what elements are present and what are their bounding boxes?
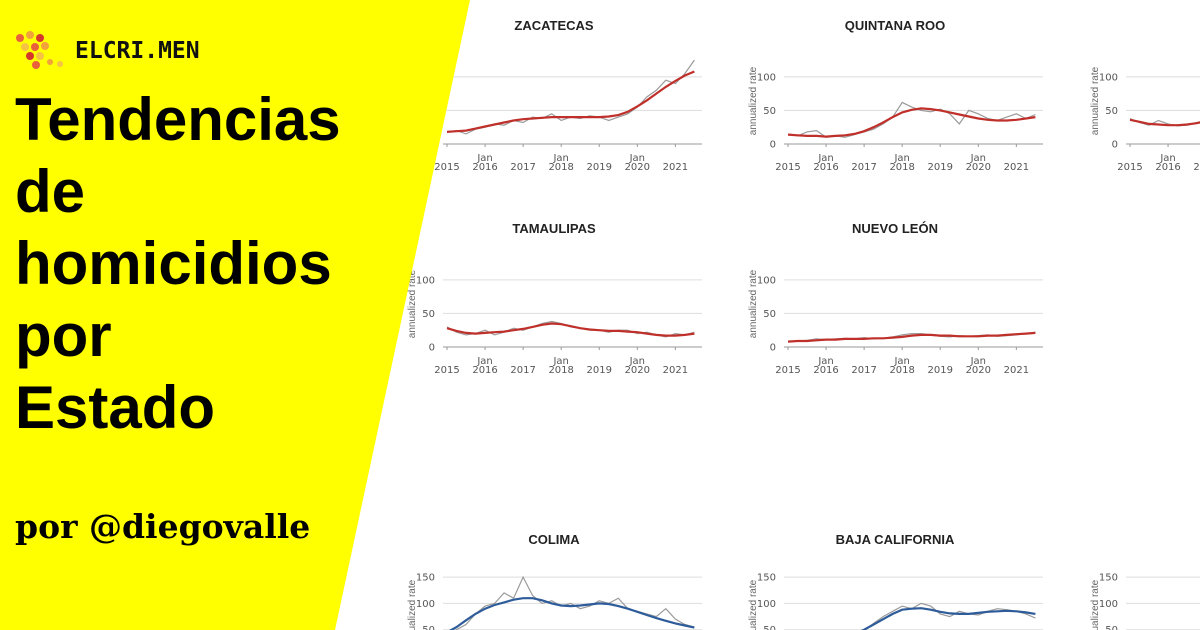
x-tick-label: 2015 <box>775 365 800 376</box>
x-tick-label: 2019 <box>587 162 612 173</box>
headline-line: por <box>15 302 112 369</box>
headline-line: Estado <box>15 374 215 441</box>
yellow-panel <box>0 0 470 630</box>
y-tick-label: 100 <box>416 599 435 610</box>
chart-title: ZACATECAS <box>514 18 594 33</box>
y-tick-label: 50 <box>763 309 776 320</box>
y-tick-label: 0 <box>429 343 435 354</box>
byline: por @diegovalle <box>15 507 310 546</box>
x-tick-label: Jan 2018 <box>889 356 914 376</box>
x-tick-label: 2017 <box>510 162 535 173</box>
trend-line <box>446 322 695 337</box>
y-tick-label: 100 <box>1099 72 1118 83</box>
x-tick-label: 2017 <box>851 365 876 376</box>
trend-line <box>1129 118 1200 127</box>
y-axis-label: annualized rate <box>1090 66 1101 135</box>
x-tick-label: 2019 <box>587 365 612 376</box>
x-tick-label: 2021 <box>1004 365 1029 376</box>
x-tick-label: Jan 2020 <box>625 153 650 173</box>
y-tick-label: 50 <box>422 625 435 630</box>
small-multiple: NUEVO LEÓN annualized rate 0 50 100 2015 Jan 20… <box>748 221 1043 376</box>
headline-line: homicidios <box>15 230 332 297</box>
trend-line <box>446 70 695 133</box>
raw-line <box>864 602 1036 630</box>
y-tick-label: 50 <box>763 106 776 117</box>
x-tick-label: Jan 2016 <box>1155 153 1180 173</box>
x-tick-label: Jan 2016 <box>472 356 497 376</box>
y-axis-label: annualized rate <box>407 269 418 338</box>
x-tick-label: 2015 <box>434 365 459 376</box>
x-tick-label: Jan 2016 <box>472 153 497 173</box>
x-tick-label: Jan 2018 <box>548 356 573 376</box>
y-axis-label: annualized rate <box>1090 579 1101 630</box>
chart-title: COLIMA <box>528 532 580 547</box>
x-tick-label: 2021 <box>1004 162 1029 173</box>
small-multiple: TAMAULIPAS annualized rate 0 50 100 2015 Jan 20… <box>407 221 702 376</box>
x-tick-label: 2017 <box>851 162 876 173</box>
x-tick-label: Jan 2020 <box>966 153 991 173</box>
chart-title: NUEVO LEÓN <box>852 221 938 236</box>
x-tick-label: 2017 <box>510 365 535 376</box>
y-tick-label: 0 <box>1112 140 1118 151</box>
logo-text: ELCRI.MEN <box>75 38 200 64</box>
x-tick-label: 2019 <box>928 365 953 376</box>
small-multiple: QUINTANA ROO annualized rate 0 50 100 2015 Jan… <box>748 18 1043 173</box>
y-tick-label: 50 <box>422 309 435 320</box>
y-tick-label: 100 <box>757 599 776 610</box>
x-tick-label: Jan 2020 <box>625 356 650 376</box>
chart-title: QUINTANA ROO <box>845 18 945 33</box>
x-tick-label: Jan 2016 <box>813 356 838 376</box>
chart-grid: ZACATECAS annualized rate 0 50 100 2015 Jan201… <box>407 18 1200 630</box>
small-multiple: annualized rate050100150 <box>1090 573 1200 630</box>
trend-line <box>448 597 695 630</box>
x-tick-label: 2015 <box>775 162 800 173</box>
x-tick-label: 2019 <box>928 162 953 173</box>
x-tick-label: 2017 <box>1193 162 1200 173</box>
y-tick-label: 50 <box>1105 106 1118 117</box>
y-tick-label: 100 <box>757 72 776 83</box>
y-axis-label: annualized rate <box>748 269 759 338</box>
x-tick-label: Jan 2020 <box>966 356 991 376</box>
x-tick-label: 2015 <box>434 162 459 173</box>
x-tick-label: 2015 <box>1117 162 1142 173</box>
raw-line <box>446 59 695 135</box>
x-tick-label: Jan 2018 <box>889 153 914 173</box>
x-tick-label: Jan 2018 <box>548 153 573 173</box>
y-axis-label: annualized rate <box>407 579 418 630</box>
chart-title: TAMAULIPAS <box>512 221 596 236</box>
trend-line <box>860 607 1036 630</box>
headline: Tendencias de homicidios por Estado <box>15 86 341 441</box>
x-tick-label: 2021 <box>663 365 688 376</box>
trend-line <box>787 107 1036 138</box>
x-tick-label: Jan 2016 <box>813 153 838 173</box>
y-tick-label: 150 <box>416 573 435 584</box>
y-tick-label: 100 <box>416 275 435 286</box>
y-tick-label: 100 <box>757 275 776 286</box>
headline-line: Tendencias <box>15 86 341 153</box>
y-tick-label: 150 <box>1099 573 1118 584</box>
chart-title: BAJA CALIFORNIA <box>836 532 955 547</box>
y-tick-label: 100 <box>1099 599 1118 610</box>
trend-line <box>787 331 1036 343</box>
y-tick-label: 50 <box>1105 625 1118 630</box>
y-tick-label: 50 <box>763 625 776 630</box>
raw-line <box>454 575 695 630</box>
y-tick-label: 0 <box>770 140 776 151</box>
y-tick-label: 0 <box>770 343 776 354</box>
y-axis-label: annualized rate <box>748 66 759 135</box>
y-axis-label: annualized rate <box>748 579 759 630</box>
headline-line: de <box>15 158 85 225</box>
x-tick-label: 2021 <box>663 162 688 173</box>
y-tick-label: 150 <box>757 573 776 584</box>
logo-icon <box>16 31 63 69</box>
